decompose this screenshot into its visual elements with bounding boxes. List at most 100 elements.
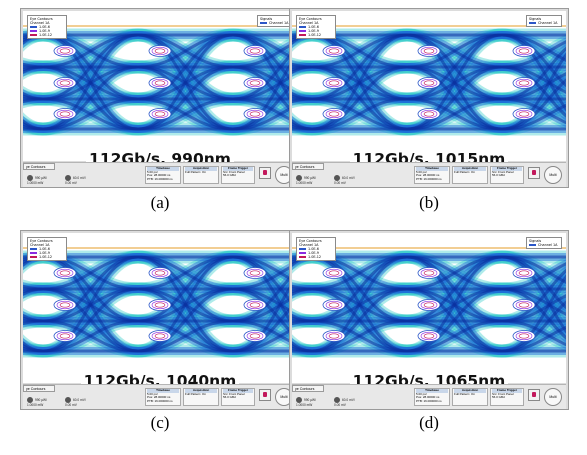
multi-scope-button[interactable]: Multi: [275, 388, 293, 406]
contour-1e12: [423, 333, 435, 339]
contour-1e9: [151, 268, 169, 278]
frame-trigger-box[interactable]: Frame Trigger Src: Front Panel 56.0 GBd: [221, 388, 255, 406]
contour-1e12: [154, 270, 166, 276]
contour-1e12: [154, 302, 166, 308]
signals-legend[interactable]: Signals Channel 1A: [526, 15, 562, 27]
signals-channel: Channel 1A: [269, 21, 289, 25]
legend-row-1e6: 1.0E-6: [308, 247, 319, 251]
contour-1e12: [249, 333, 261, 339]
tab-eye-contours[interactable]: ye Contours: [292, 385, 324, 392]
multi-scope-button[interactable]: Multi: [544, 166, 562, 184]
contour-1e12: [328, 80, 340, 86]
channel-2-readout[interactable]: 60.0 mV/0.00 mV: [334, 175, 355, 185]
ch1-line1: 990 µW/: [304, 397, 316, 402]
channel-1-readout[interactable]: 990 µW/1.0000 mW: [296, 397, 316, 407]
legend-row-1e12: 1.0E-12: [39, 33, 53, 37]
contour-1e12: [154, 111, 166, 117]
timebase-box[interactable]: Timebase 5.00 ps/Pos: 28.00000 ns PTB: 16.…: [414, 166, 450, 184]
multi-scope-button[interactable]: Multi: [544, 388, 562, 406]
timebase-box[interactable]: Timebase 5.00 ps/Pos: 28.00000 ns PTB: 16.…: [145, 166, 181, 184]
frame-trigger-title: Frame Trigger: [492, 167, 522, 171]
acquisition-line1: Full Pattern: On: [454, 391, 476, 396]
signals-legend[interactable]: Signals Channel 1A: [526, 237, 562, 249]
acquisition-line1: Full Pattern: On: [185, 391, 207, 396]
panel-d: Eye Contours Channel 1A 1.0E-6 1.0E-9 1.…: [289, 230, 569, 450]
contour-1e9: [246, 109, 264, 119]
lock-icon[interactable]: [528, 167, 540, 179]
ch2-line1: 60.0 mV/: [342, 175, 355, 180]
eye-contours-legend[interactable]: Eye Contours Channel 1A 1.0E-6 1.0E-9 1.…: [27, 237, 67, 261]
contour-1e12: [423, 80, 435, 86]
ch2-line2: 0.00 mV: [334, 181, 346, 185]
legend-row-1e9: 1.0E-9: [308, 251, 319, 255]
contour-1e9: [325, 109, 343, 119]
timebase-box[interactable]: Timebase 5.00 ps/Pos: 28.00000 ns PTB: 16.…: [145, 388, 181, 406]
contour-1e12: [518, 80, 530, 86]
frame-trigger-box[interactable]: Frame Trigger Src: Front Panel 56.0 GBd: [221, 166, 255, 184]
tab-eye-contours[interactable]: ye Contours: [292, 163, 324, 170]
tab-eye-contours[interactable]: ye Contours: [23, 385, 55, 392]
lock-icon[interactable]: [528, 389, 540, 401]
scope-bottom-bar: ye Contours 990 µW/1.0000 mW 60.0 mV/0.0…: [292, 162, 566, 187]
contour-1e12: [423, 48, 435, 54]
contour-1e9: [56, 268, 74, 278]
tab-eye-contours[interactable]: ye Contours: [23, 163, 55, 170]
ch1-line2: 1.0000 mW: [296, 181, 313, 185]
contour-1e9: [246, 268, 264, 278]
timebase-line2: Pos: 28.00000 ns: [416, 395, 440, 400]
legend-title: Eye Contours: [30, 17, 53, 21]
frame-trigger-box[interactable]: Frame Trigger Src: Front Panel 56.0 GBd: [490, 166, 524, 184]
frame-trigger-line1: Src: Front Panel: [223, 391, 245, 396]
channel-icon: [27, 397, 33, 403]
contour-1e12: [328, 48, 340, 54]
contour-1e9: [246, 331, 264, 341]
lock-icon[interactable]: [259, 167, 271, 179]
channel-2-readout[interactable]: 60.0 mV/0.00 mV: [334, 397, 355, 407]
contour-1e9: [420, 109, 438, 119]
channel-2-readout[interactable]: 60.0 mV/0.00 mV: [65, 175, 86, 185]
contour-1e9: [246, 46, 264, 56]
channel-1-readout[interactable]: 990 µW/1.0000 mW: [27, 397, 47, 407]
contour-1e9: [325, 268, 343, 278]
signals-title: Signals: [529, 17, 542, 21]
contour-1e9: [420, 268, 438, 278]
contour-1e9: [515, 109, 533, 119]
lock-icon[interactable]: [259, 389, 271, 401]
frame-trigger-box[interactable]: Frame Trigger Src: Front Panel 56.0 GBd: [490, 388, 524, 406]
contour-1e12: [518, 302, 530, 308]
legend-row-1e12: 1.0E-12: [308, 255, 322, 259]
timebase-title: Timebase: [416, 389, 448, 393]
channel-2-readout[interactable]: 60.0 mV/0.00 mV: [65, 397, 86, 407]
ch2-line2: 0.00 mV: [65, 181, 77, 185]
channel-icon: [65, 397, 71, 403]
channel-1-readout[interactable]: 990 µW/1.0000 mW: [296, 175, 316, 185]
eye-contours-legend[interactable]: Eye Contours Channel 1A 1.0E-6 1.0E-9 1.…: [296, 15, 336, 39]
acquisition-box[interactable]: Acquisition Full Pattern: On: [183, 388, 219, 406]
timebase-box[interactable]: Timebase 5.00 ps/Pos: 28.00000 ns PTB: 16.…: [414, 388, 450, 406]
acquisition-box[interactable]: Acquisition Full Pattern: On: [452, 388, 488, 406]
acquisition-title: Acquisition: [185, 167, 217, 171]
timebase-line2: Pos: 28.00000 ns: [147, 395, 171, 400]
legend-title: Eye Contours: [299, 239, 322, 243]
contour-1e9: [515, 268, 533, 278]
eye-openings: [53, 45, 267, 120]
acquisition-title: Acquisition: [185, 389, 217, 393]
ch1-line2: 1.0000 mW: [27, 403, 44, 407]
contour-1e9: [56, 331, 74, 341]
signals-legend[interactable]: Signals Channel 1A: [257, 15, 293, 27]
channel-1-readout[interactable]: 990 µW/1.0000 mW: [27, 175, 47, 185]
eye-contours-legend[interactable]: Eye Contours Channel 1A 1.0E-6 1.0E-9 1.…: [296, 237, 336, 261]
channel-icon: [65, 175, 71, 181]
channel-icon: [334, 175, 340, 181]
acquisition-box[interactable]: Acquisition Full Pattern: On: [452, 166, 488, 184]
eye-contours-legend[interactable]: Eye Contours Channel 1A 1.0E-6 1.0E-9 1.…: [27, 15, 67, 39]
legend-channel: Channel 1A: [299, 21, 319, 25]
contour-1e9: [420, 46, 438, 56]
contour-1e12: [518, 48, 530, 54]
contour-1e9: [151, 46, 169, 56]
contour-1e9: [420, 78, 438, 88]
contour-1e9: [246, 78, 264, 88]
legend-row-1e12: 1.0E-12: [39, 255, 53, 259]
ch2-line1: 60.0 mV/: [342, 397, 355, 402]
acquisition-box[interactable]: Acquisition Full Pattern: On: [183, 166, 219, 184]
